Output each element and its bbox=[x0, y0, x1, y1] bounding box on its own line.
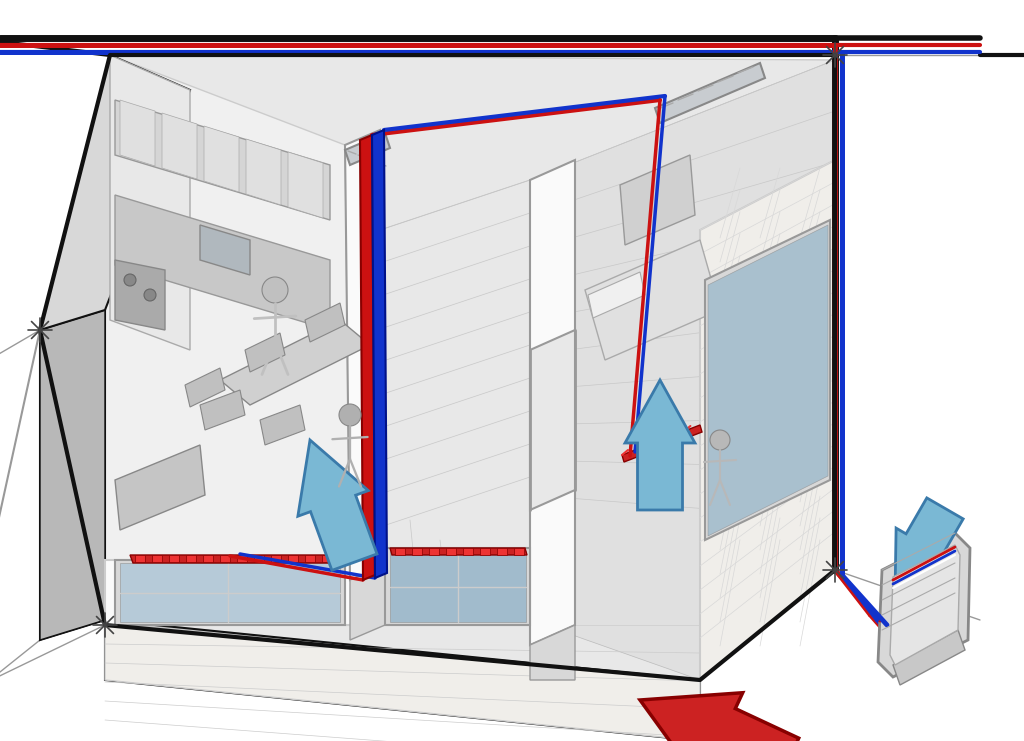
Polygon shape bbox=[395, 548, 406, 555]
Polygon shape bbox=[105, 625, 700, 741]
Polygon shape bbox=[360, 135, 375, 580]
Polygon shape bbox=[115, 195, 330, 330]
Polygon shape bbox=[390, 548, 527, 555]
Polygon shape bbox=[288, 152, 323, 218]
Polygon shape bbox=[115, 560, 345, 625]
Polygon shape bbox=[260, 405, 305, 445]
Polygon shape bbox=[345, 133, 390, 165]
Polygon shape bbox=[588, 272, 645, 318]
Polygon shape bbox=[305, 303, 345, 342]
Polygon shape bbox=[530, 160, 575, 645]
Polygon shape bbox=[620, 155, 695, 245]
Polygon shape bbox=[700, 160, 835, 680]
Polygon shape bbox=[271, 555, 281, 562]
Polygon shape bbox=[895, 498, 964, 595]
Polygon shape bbox=[345, 130, 385, 580]
Polygon shape bbox=[530, 60, 835, 680]
Circle shape bbox=[144, 289, 156, 301]
Polygon shape bbox=[254, 555, 264, 562]
Polygon shape bbox=[655, 63, 765, 123]
Polygon shape bbox=[200, 225, 250, 275]
Polygon shape bbox=[372, 130, 387, 578]
Polygon shape bbox=[130, 555, 338, 563]
Polygon shape bbox=[530, 625, 575, 680]
Polygon shape bbox=[497, 548, 507, 555]
Polygon shape bbox=[110, 55, 190, 350]
Polygon shape bbox=[288, 555, 298, 562]
Polygon shape bbox=[245, 333, 285, 372]
Polygon shape bbox=[705, 220, 830, 540]
Polygon shape bbox=[625, 380, 695, 510]
Polygon shape bbox=[135, 555, 145, 562]
Polygon shape bbox=[220, 555, 230, 562]
Polygon shape bbox=[120, 100, 155, 166]
Polygon shape bbox=[200, 390, 245, 430]
Polygon shape bbox=[115, 100, 330, 220]
Polygon shape bbox=[220, 320, 370, 405]
Polygon shape bbox=[322, 555, 332, 562]
Polygon shape bbox=[40, 310, 105, 640]
Circle shape bbox=[262, 277, 288, 303]
Polygon shape bbox=[115, 445, 205, 530]
Polygon shape bbox=[640, 693, 799, 741]
Polygon shape bbox=[350, 565, 385, 640]
Polygon shape bbox=[203, 555, 213, 562]
Polygon shape bbox=[162, 113, 197, 179]
Polygon shape bbox=[480, 548, 490, 555]
Polygon shape bbox=[585, 240, 720, 360]
Polygon shape bbox=[878, 533, 970, 677]
Polygon shape bbox=[530, 330, 575, 510]
Polygon shape bbox=[120, 563, 340, 622]
Polygon shape bbox=[204, 126, 239, 192]
Circle shape bbox=[124, 274, 136, 286]
Polygon shape bbox=[446, 548, 456, 555]
Polygon shape bbox=[246, 139, 281, 205]
Polygon shape bbox=[105, 560, 530, 625]
Polygon shape bbox=[115, 260, 165, 330]
Polygon shape bbox=[40, 55, 350, 620]
Polygon shape bbox=[186, 555, 196, 562]
Circle shape bbox=[339, 404, 361, 426]
Polygon shape bbox=[514, 548, 524, 555]
Polygon shape bbox=[40, 55, 835, 680]
Polygon shape bbox=[622, 425, 702, 462]
Polygon shape bbox=[463, 548, 473, 555]
Polygon shape bbox=[385, 548, 530, 625]
Polygon shape bbox=[40, 55, 190, 330]
Polygon shape bbox=[40, 180, 530, 620]
Circle shape bbox=[710, 430, 730, 450]
Polygon shape bbox=[890, 545, 961, 665]
Polygon shape bbox=[40, 310, 105, 640]
Polygon shape bbox=[105, 620, 700, 741]
Polygon shape bbox=[429, 548, 439, 555]
Polygon shape bbox=[169, 555, 179, 562]
Polygon shape bbox=[305, 555, 315, 562]
Polygon shape bbox=[390, 551, 526, 622]
Polygon shape bbox=[237, 555, 247, 562]
Polygon shape bbox=[412, 548, 422, 555]
Polygon shape bbox=[708, 225, 828, 536]
Polygon shape bbox=[152, 555, 162, 562]
Polygon shape bbox=[298, 440, 377, 571]
Polygon shape bbox=[185, 368, 225, 407]
Polygon shape bbox=[893, 630, 965, 685]
